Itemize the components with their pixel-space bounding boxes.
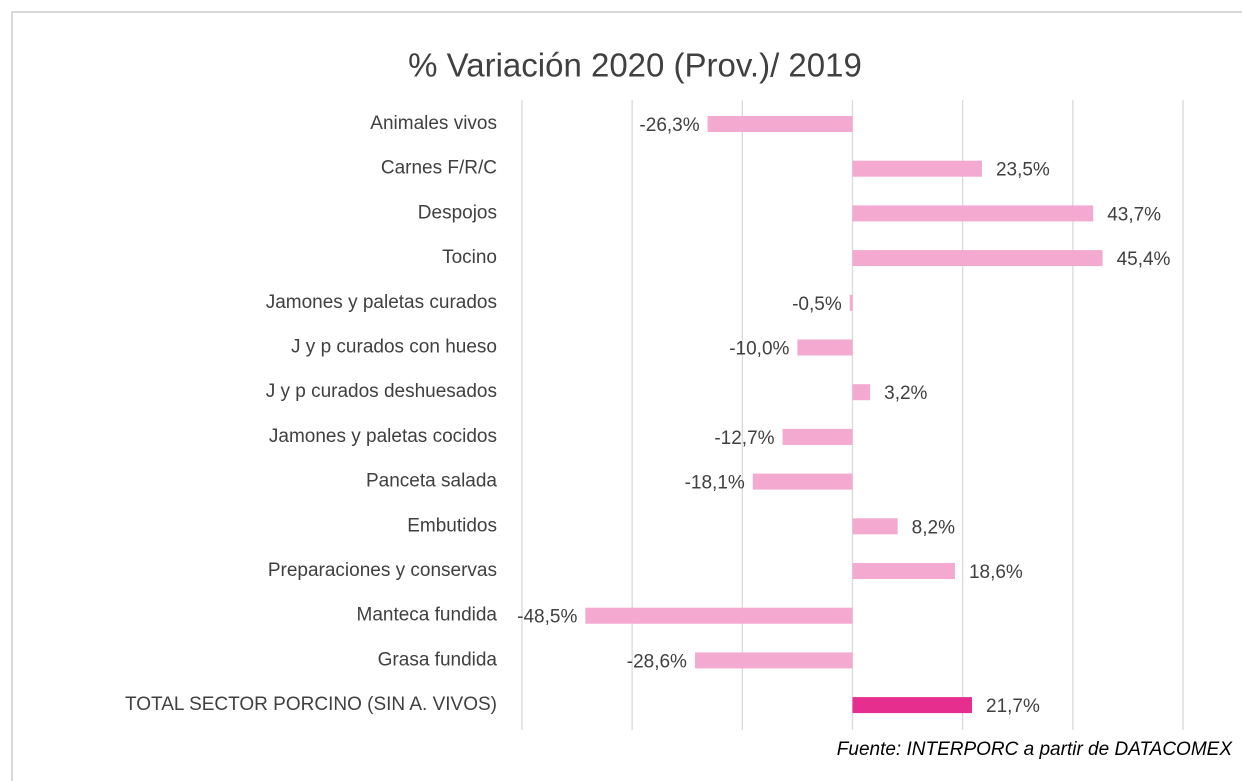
data-label: -48,5% <box>517 607 577 628</box>
y-tick-label: Embutidos <box>407 515 497 536</box>
bar <box>852 518 898 535</box>
bar <box>852 205 1094 222</box>
data-label: 23,5% <box>996 160 1050 181</box>
y-tick-label: Despojos <box>418 202 497 223</box>
data-label: -28,6% <box>627 651 687 672</box>
bar <box>782 428 853 445</box>
bar <box>852 563 955 579</box>
bar <box>852 697 973 714</box>
data-label: 18,6% <box>969 562 1023 583</box>
data-label: -12,7% <box>714 428 774 449</box>
y-tick-label: Animales vivos <box>370 113 497 134</box>
y-tick-label: Carnes F/R/C <box>381 158 497 179</box>
y-tick-label: J y p curados con hueso <box>291 337 497 358</box>
data-label: 45,4% <box>1117 249 1171 270</box>
bar <box>852 250 1103 267</box>
y-tick-label: J y p curados deshuesados <box>266 381 497 402</box>
bar <box>852 384 871 401</box>
bar <box>852 160 982 177</box>
bar <box>694 652 853 669</box>
bar <box>585 607 853 624</box>
data-label: -26,3% <box>639 115 699 136</box>
chart-border <box>11 11 1242 781</box>
y-tick-label: Tocino <box>442 247 497 268</box>
bar <box>849 294 853 311</box>
source-note: Fuente: INTERPORC a partir de DATACOMEX <box>837 739 1234 760</box>
data-label: 43,7% <box>1107 204 1161 225</box>
data-label: -0,5% <box>792 294 842 315</box>
y-tick-label: TOTAL SECTOR PORCINO (SIN A. VIVOS) <box>125 694 497 715</box>
bar <box>707 116 853 132</box>
data-label: -18,1% <box>685 473 745 494</box>
y-tick-label: Grasa fundida <box>378 649 498 670</box>
y-tick-label: Manteca fundida <box>357 605 498 626</box>
data-label: 8,2% <box>912 517 955 538</box>
bar <box>752 473 853 490</box>
data-label: -10,0% <box>729 339 789 360</box>
y-tick-label: Jamones y paletas curados <box>266 292 497 313</box>
y-tick-label: Jamones y paletas cocidos <box>269 426 497 447</box>
data-label: 21,7% <box>986 696 1040 717</box>
bar <box>797 339 853 356</box>
y-tick-label: Preparaciones y conservas <box>268 560 497 581</box>
data-label: 3,2% <box>884 383 927 404</box>
y-tick-label: Panceta salada <box>366 471 497 492</box>
chart-title: % Variación 2020 (Prov.)/ 2019 <box>408 47 862 84</box>
